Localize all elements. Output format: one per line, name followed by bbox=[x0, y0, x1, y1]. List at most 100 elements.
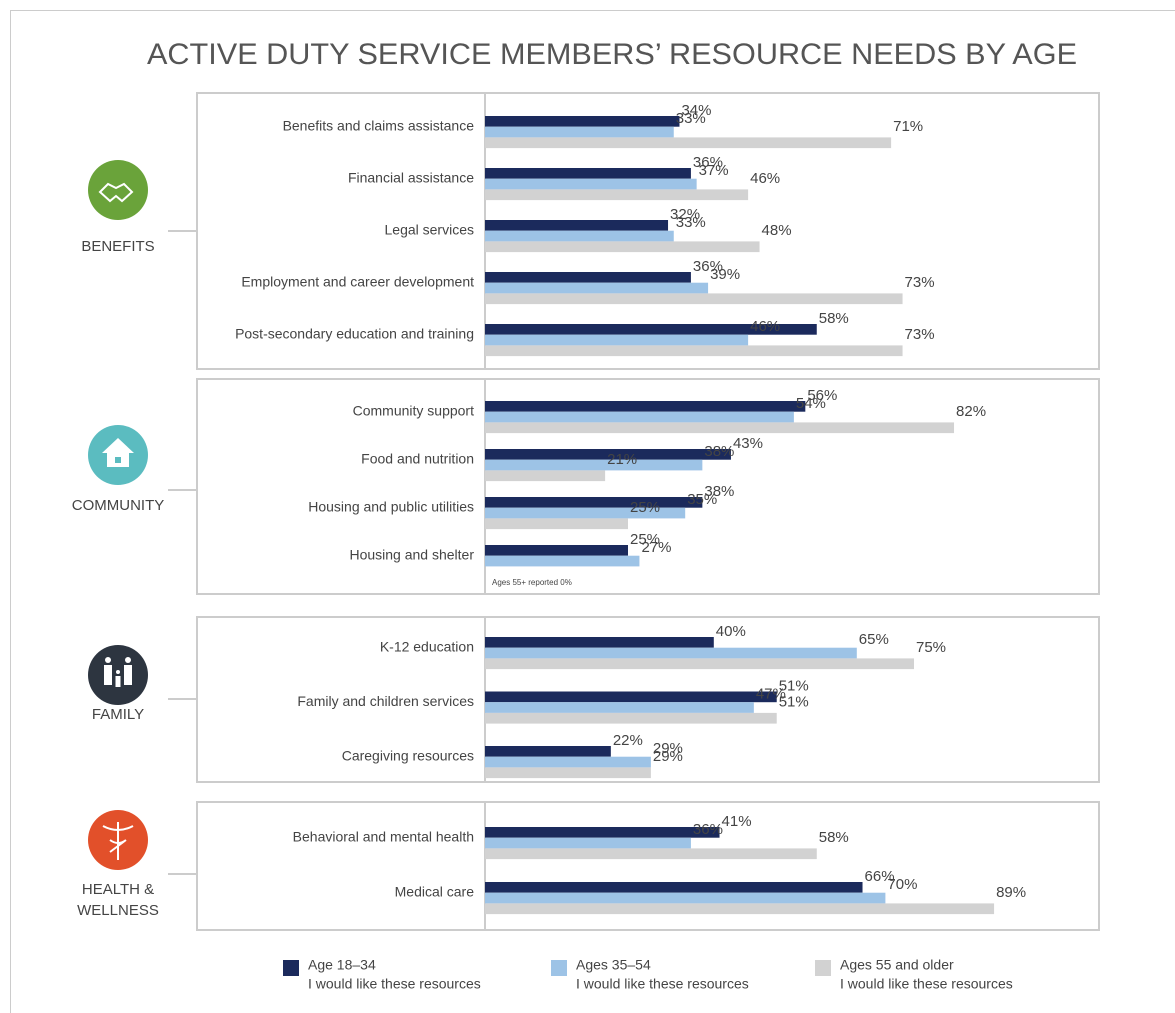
value-label: 66% bbox=[865, 868, 895, 885]
bar bbox=[485, 178, 697, 190]
group-label: FAMILY bbox=[92, 706, 144, 723]
legend-label: Ages 35–54 bbox=[576, 957, 651, 973]
value-label: 41% bbox=[722, 813, 752, 830]
bar bbox=[485, 882, 863, 893]
value-label: 51% bbox=[779, 693, 809, 710]
value-label: 29% bbox=[653, 740, 683, 757]
category-label: Behavioral and mental health bbox=[293, 829, 474, 845]
icon-glyph bbox=[124, 665, 132, 685]
bar bbox=[485, 767, 651, 779]
icon-glyph bbox=[116, 670, 120, 674]
value-label: 75% bbox=[916, 639, 946, 656]
bar bbox=[485, 411, 794, 423]
category-label: Community support bbox=[353, 403, 474, 419]
value-label: 48% bbox=[762, 222, 792, 239]
value-label: 73% bbox=[905, 326, 935, 343]
bar bbox=[485, 293, 903, 305]
category-label: Medical care bbox=[395, 884, 475, 900]
icon-circle bbox=[88, 645, 148, 705]
bar bbox=[485, 756, 651, 768]
bar bbox=[485, 422, 955, 434]
bar bbox=[485, 637, 714, 648]
icon-glyph bbox=[98, 182, 134, 203]
bar bbox=[485, 137, 892, 149]
value-label: 46% bbox=[750, 318, 780, 335]
value-label: 25% bbox=[630, 499, 660, 516]
bar bbox=[485, 220, 669, 231]
bar bbox=[485, 848, 817, 860]
category-label: Housing and public utilities bbox=[308, 499, 474, 515]
legend-label: Ages 55 and older bbox=[840, 957, 954, 973]
icon-glyph bbox=[102, 825, 134, 853]
legend-note: I would like these resources bbox=[308, 976, 481, 992]
icon-glyph bbox=[115, 676, 121, 687]
group-label: HEALTH & bbox=[82, 881, 154, 898]
bar bbox=[485, 334, 749, 346]
icon-circle bbox=[88, 160, 148, 220]
bar bbox=[485, 647, 857, 659]
bar bbox=[485, 282, 709, 294]
value-label: 40% bbox=[716, 623, 746, 640]
value-label: 46% bbox=[750, 170, 780, 187]
group-label: BENEFITS bbox=[81, 238, 154, 255]
value-label: 29% bbox=[653, 748, 683, 765]
legend-note: I would like these resources bbox=[576, 976, 749, 992]
category-label: K-12 education bbox=[380, 639, 474, 655]
panel-box bbox=[196, 378, 1100, 595]
legend-swatch bbox=[815, 960, 831, 976]
value-label: 89% bbox=[996, 884, 1026, 901]
value-label: 22% bbox=[613, 732, 643, 749]
value-label: 36% bbox=[693, 154, 723, 171]
category-label: Legal services bbox=[385, 222, 475, 238]
bar bbox=[485, 892, 886, 904]
value-label: 82% bbox=[956, 403, 986, 420]
icon-glyph bbox=[115, 457, 121, 463]
value-label: 25% bbox=[630, 531, 660, 548]
legend-swatch bbox=[551, 960, 567, 976]
value-label: 38% bbox=[704, 483, 734, 500]
panel-box bbox=[196, 801, 1100, 931]
bar bbox=[485, 555, 640, 567]
bar bbox=[485, 470, 606, 482]
bar bbox=[485, 126, 674, 138]
bar bbox=[485, 903, 995, 915]
value-label: 36% bbox=[693, 821, 723, 838]
icon-glyph bbox=[104, 665, 112, 685]
frame bbox=[10, 10, 1175, 1013]
chart-title: ACTIVE DUTY SERVICE MEMBERS’ RESOURCE NE… bbox=[147, 38, 1077, 71]
value-label: 39% bbox=[710, 266, 740, 283]
value-label: 58% bbox=[819, 829, 849, 846]
icon-glyph bbox=[105, 657, 111, 663]
legend-note: I would like these resources bbox=[840, 976, 1013, 992]
bar bbox=[485, 658, 914, 670]
value-label: 54% bbox=[796, 395, 826, 412]
category-label: Caregiving resources bbox=[342, 748, 474, 764]
bar bbox=[485, 827, 720, 838]
value-label: 43% bbox=[733, 435, 763, 452]
value-label: 27% bbox=[641, 539, 671, 556]
bar bbox=[485, 837, 691, 849]
value-label: 34% bbox=[681, 102, 711, 119]
category-label: Family and children services bbox=[297, 693, 474, 709]
legend-swatch bbox=[283, 960, 299, 976]
group-icon bbox=[88, 425, 148, 485]
bar bbox=[485, 116, 680, 127]
bar bbox=[485, 497, 703, 508]
group-icon bbox=[88, 810, 148, 870]
annotation: Ages 55+ reported 0% bbox=[492, 578, 572, 587]
bar bbox=[485, 345, 903, 357]
category-label: Housing and shelter bbox=[349, 547, 474, 563]
category-label: Financial assistance bbox=[348, 170, 474, 186]
icon-glyph bbox=[102, 438, 134, 467]
value-label: 51% bbox=[779, 677, 809, 694]
bar bbox=[485, 241, 760, 253]
group-label: COMMUNITY bbox=[72, 497, 165, 514]
value-label: 21% bbox=[607, 451, 637, 468]
icon-glyph bbox=[125, 657, 131, 663]
bar bbox=[485, 518, 628, 530]
value-label: 73% bbox=[905, 274, 935, 291]
category-label: Food and nutrition bbox=[361, 451, 474, 467]
value-label: 65% bbox=[859, 631, 889, 648]
bar bbox=[485, 712, 777, 724]
